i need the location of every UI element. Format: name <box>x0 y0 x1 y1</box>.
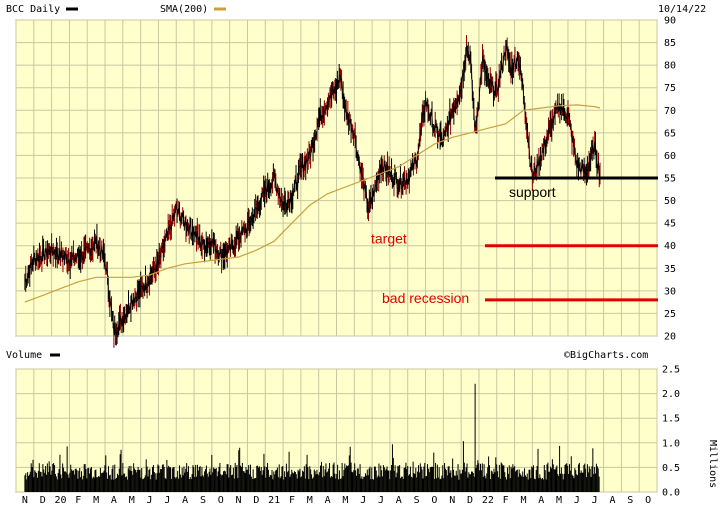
price-tick-label: 90 <box>664 16 676 27</box>
x-tick-label: A <box>396 495 402 506</box>
price-tick-label: 60 <box>664 151 676 162</box>
recession-label: bad recession <box>382 290 469 306</box>
x-tick-label: M <box>129 495 135 506</box>
volume-tick-label: 2.0 <box>662 389 680 400</box>
x-tick-label: J <box>147 495 153 506</box>
x-tick-label: M <box>93 495 99 506</box>
x-axis: N D 20 F M A M J J A S O N D 21 F M A M J J A S O N D 22 F M A M J J A S O <box>22 495 651 506</box>
source-credit: ©BigCharts.com <box>564 350 648 361</box>
x-tick-label: S <box>627 495 633 506</box>
x-tick-label: J <box>592 495 598 506</box>
price-tick-label: 30 <box>664 286 676 297</box>
price-tick-label: 25 <box>664 309 676 320</box>
x-tick-label: O <box>218 495 224 506</box>
price-tick-label: 80 <box>664 61 676 72</box>
volume-tick-label: 0.0 <box>662 488 680 499</box>
price-tick-label: 50 <box>664 196 676 207</box>
x-tick-label: S <box>200 495 206 506</box>
x-tick-label: M <box>520 495 526 506</box>
x-tick-label: A <box>111 495 117 506</box>
price-tick-label: 20 <box>664 332 676 343</box>
x-tick-label: A <box>325 495 331 506</box>
volume-tick-label: 1.0 <box>662 438 680 449</box>
x-tick-label: S <box>414 495 420 506</box>
price-tick-label: 65 <box>664 128 676 139</box>
x-tick-label: 21 <box>268 495 280 506</box>
x-tick-label: M <box>556 495 562 506</box>
x-tick-label: F <box>289 495 295 506</box>
sma-line <box>24 104 601 303</box>
volume-tick-label: 0.5 <box>662 463 680 474</box>
x-tick-label: A <box>609 495 615 506</box>
x-tick-label: A <box>538 495 544 506</box>
x-tick-label: F <box>503 495 509 506</box>
price-tick-label: 70 <box>664 106 676 117</box>
price-tick-label: 40 <box>664 241 676 252</box>
x-tick-label: O <box>431 495 437 506</box>
sma-legend-label: SMA(200) <box>160 4 208 15</box>
x-tick-label: D <box>40 495 46 506</box>
volume-tick-label: 1.5 <box>662 414 680 425</box>
x-tick-label: J <box>164 495 170 506</box>
ticker-label: BCC Daily <box>6 4 60 15</box>
x-tick-label: J <box>360 495 366 506</box>
x-tick-label: 22 <box>482 495 494 506</box>
x-tick-label: J <box>574 495 580 506</box>
x-tick-label: O <box>645 495 651 506</box>
volume-units-label: Millions <box>707 440 718 488</box>
x-tick-label: N <box>449 495 455 506</box>
chart-date: 10/14/22 <box>658 4 706 15</box>
price-line <box>24 45 601 336</box>
volume-label: Volume <box>6 350 42 361</box>
price-panel: 20 25 30 35 40 45 50 55 60 65 70 75 80 85 90 support tar… <box>15 16 676 348</box>
volume-tick-label: 2.5 <box>662 365 680 376</box>
price-tick-label: 45 <box>664 219 676 230</box>
price-tick-label: 85 <box>664 38 676 49</box>
x-tick-label: J <box>378 495 384 506</box>
x-tick-label: N <box>236 495 242 506</box>
target-label: target <box>371 231 407 247</box>
price-tick-label: 35 <box>664 264 676 275</box>
x-tick-label: F <box>75 495 81 506</box>
x-tick-label: D <box>253 495 259 506</box>
volume-panel: 0.0 0.5 1.0 1.5 2.0 2.5 <box>15 365 680 499</box>
x-tick-label: M <box>342 495 348 506</box>
x-tick-label: D <box>467 495 473 506</box>
price-tick-label: 75 <box>664 83 676 94</box>
x-tick-label: M <box>307 495 313 506</box>
x-tick-label: 20 <box>54 495 66 506</box>
x-tick-label: N <box>22 495 28 506</box>
price-tick-label: 55 <box>664 174 676 185</box>
support-label: support <box>509 184 556 200</box>
x-tick-label: A <box>182 495 188 506</box>
